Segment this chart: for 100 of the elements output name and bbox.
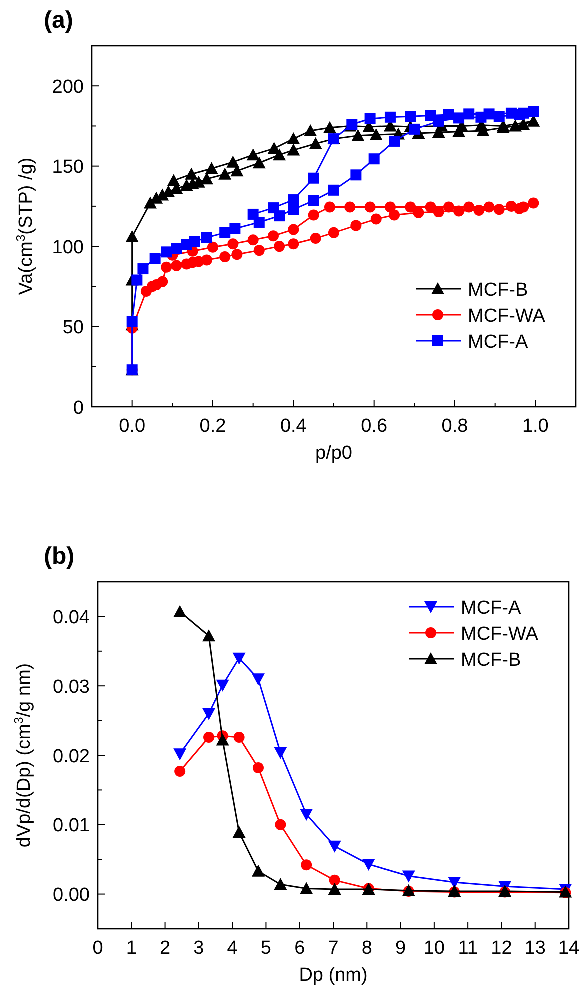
x-tick-label: 0.6 <box>361 416 388 437</box>
point <box>443 109 454 120</box>
x-tick-label: 1.0 <box>522 416 549 437</box>
y-tick-label: 150 <box>52 157 84 178</box>
y-tick-label: 0.03 <box>53 676 90 698</box>
point <box>232 652 246 665</box>
x-tick-label: 2 <box>160 938 171 959</box>
legend-label: MCF-B <box>468 280 528 301</box>
point <box>202 708 216 720</box>
point <box>346 119 358 130</box>
point <box>208 242 218 253</box>
point <box>308 195 320 206</box>
point <box>413 207 424 218</box>
point <box>268 202 279 214</box>
point <box>443 202 454 213</box>
x-tick-label: 7 <box>328 938 339 959</box>
point <box>329 874 340 886</box>
point <box>216 734 230 746</box>
point <box>204 732 215 743</box>
point <box>174 748 187 761</box>
x-axis-title: p/p0 <box>316 443 352 464</box>
point <box>464 202 475 213</box>
point <box>494 204 505 216</box>
point <box>268 142 281 154</box>
point <box>389 210 400 221</box>
point <box>246 148 260 161</box>
point <box>474 204 485 216</box>
point <box>464 108 475 120</box>
x-tick-label: 12 <box>491 938 512 959</box>
point <box>252 674 265 686</box>
point <box>364 202 376 213</box>
point <box>405 111 416 122</box>
point <box>352 129 365 142</box>
point <box>248 208 259 220</box>
point <box>405 202 416 213</box>
point <box>288 238 300 250</box>
point <box>171 260 182 272</box>
point <box>161 262 172 273</box>
point <box>384 112 396 123</box>
y-tick-label: 0.02 <box>53 746 90 768</box>
point <box>232 249 243 260</box>
point <box>189 236 200 248</box>
point <box>494 111 505 122</box>
point <box>362 858 376 871</box>
point <box>328 882 342 895</box>
chart-title: (a) <box>44 7 74 34</box>
point <box>402 870 416 883</box>
point <box>304 124 318 137</box>
point <box>350 220 362 232</box>
y-tick-label: 0 <box>73 398 84 419</box>
y-tick-label: 100 <box>52 237 84 258</box>
x-tick-label: 8 <box>362 938 372 959</box>
x-tick-label: 4 <box>227 938 238 959</box>
legend-label: MCF-B <box>461 650 522 671</box>
point <box>274 878 288 890</box>
x-tick-label: 0.0 <box>119 416 146 437</box>
point <box>300 808 314 821</box>
point <box>174 605 187 618</box>
x-tick-label: 0 <box>92 938 104 959</box>
point <box>268 230 279 242</box>
point <box>328 227 340 238</box>
point <box>288 194 300 206</box>
point <box>484 202 495 213</box>
point <box>425 110 436 122</box>
point <box>518 202 530 213</box>
legend-label: MCF-A <box>468 332 528 353</box>
y-tick-label: 200 <box>52 76 84 98</box>
point <box>205 162 218 174</box>
point <box>301 860 312 871</box>
point <box>200 172 214 185</box>
x-tick-label: 13 <box>524 938 546 959</box>
point <box>248 234 259 246</box>
point <box>409 124 420 135</box>
point <box>310 233 322 244</box>
x-tick-label: 11 <box>458 938 478 959</box>
point <box>370 128 383 141</box>
point <box>234 732 245 743</box>
x-tick-label: 0.8 <box>442 416 468 437</box>
point <box>287 144 300 156</box>
point <box>232 826 246 838</box>
point <box>309 137 322 150</box>
point <box>389 136 400 147</box>
point <box>528 106 540 118</box>
point <box>370 214 382 225</box>
point <box>185 168 198 180</box>
point <box>157 276 168 288</box>
point <box>126 230 139 242</box>
point <box>220 227 231 238</box>
point <box>254 245 265 256</box>
y-tick-label: 50 <box>62 318 84 339</box>
point <box>328 840 342 853</box>
point <box>368 154 380 165</box>
point <box>252 864 265 877</box>
y-tick-label: 0.01 <box>53 816 90 837</box>
point <box>300 882 314 894</box>
y-tick-label: 0.04 <box>53 608 90 629</box>
point <box>220 251 231 262</box>
point <box>274 747 288 760</box>
legend-label: MCF-A <box>461 598 522 619</box>
point <box>344 202 356 213</box>
